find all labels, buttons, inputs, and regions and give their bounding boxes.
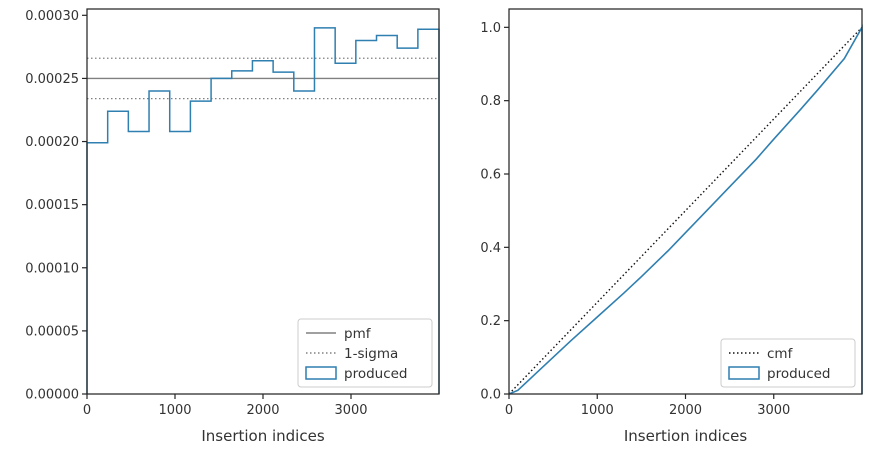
x-tick-label: 2000 — [246, 403, 279, 418]
cmf-line — [508, 26, 863, 395]
y-tick-label: 0.00010 — [25, 261, 79, 276]
produced-cumulative-line — [508, 24, 863, 395]
y-tick-label: 0.00000 — [25, 388, 79, 403]
legend-swatch-produced — [305, 366, 337, 380]
left-panel-histogram: 0 1000 2000 3000 0.00000 0.00005 0.00010 0.0001… — [25, 8, 440, 445]
y-tick-label: 0.00020 — [25, 135, 79, 150]
x-tick-label: 2000 — [669, 403, 702, 418]
x-tick-label: 0 — [505, 403, 513, 418]
legend-box — [297, 318, 433, 388]
y-tick-label: 0.2 — [480, 314, 501, 329]
legend: cmf produced — [720, 338, 856, 388]
legend-label: cmf — [767, 346, 794, 362]
legend-box — [720, 338, 856, 388]
y-tick-label: 0.00030 — [25, 9, 79, 24]
x-tick-label: 1000 — [158, 403, 191, 418]
y-tick-label: 0.4 — [480, 241, 501, 256]
y-tick-label: 0.8 — [480, 94, 501, 109]
y-tick-label: 0.6 — [480, 168, 501, 183]
legend-label: produced — [344, 366, 408, 382]
produced-histogram-step — [86, 27, 440, 394]
legend-label: 1-sigma — [344, 346, 398, 362]
legend-label: pmf — [344, 326, 372, 342]
x-axis-label: Insertion indices — [624, 427, 747, 445]
y-tick-label: 0.00005 — [25, 324, 79, 339]
x-axis-label: Insertion indices — [201, 427, 324, 445]
right-panel-cumulative: 0 1000 2000 3000 0.0 0.2 0.4 0.6 0.8 1.0 Insertion… — [480, 8, 863, 445]
x-tick-label: 3000 — [334, 403, 367, 418]
x-tick-label: 1000 — [581, 403, 614, 418]
legend-label: produced — [767, 366, 831, 382]
y-tick-label: 0.0 — [480, 388, 501, 403]
legend: pmf 1-sigma produced — [297, 318, 433, 388]
x-tick-label: 3000 — [757, 403, 790, 418]
y-tick-label: 1.0 — [480, 21, 501, 36]
legend-swatch-produced — [728, 366, 760, 380]
plot-area — [509, 9, 862, 394]
x-tick-label: 0 — [83, 403, 91, 418]
y-tick-label: 0.00025 — [25, 72, 79, 87]
y-tick-label: 0.00015 — [25, 198, 79, 213]
